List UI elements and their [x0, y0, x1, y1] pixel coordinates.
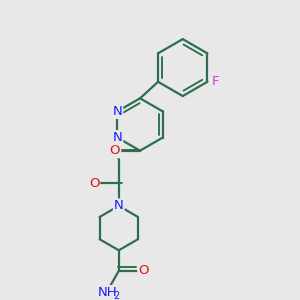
Text: F: F	[212, 75, 219, 88]
Text: N: N	[112, 105, 122, 118]
Text: O: O	[138, 264, 149, 277]
Text: 2: 2	[114, 291, 120, 300]
Text: O: O	[89, 177, 99, 190]
Text: O: O	[110, 144, 120, 157]
Text: N: N	[112, 131, 122, 144]
Text: NH: NH	[98, 286, 117, 299]
Text: N: N	[114, 200, 124, 212]
